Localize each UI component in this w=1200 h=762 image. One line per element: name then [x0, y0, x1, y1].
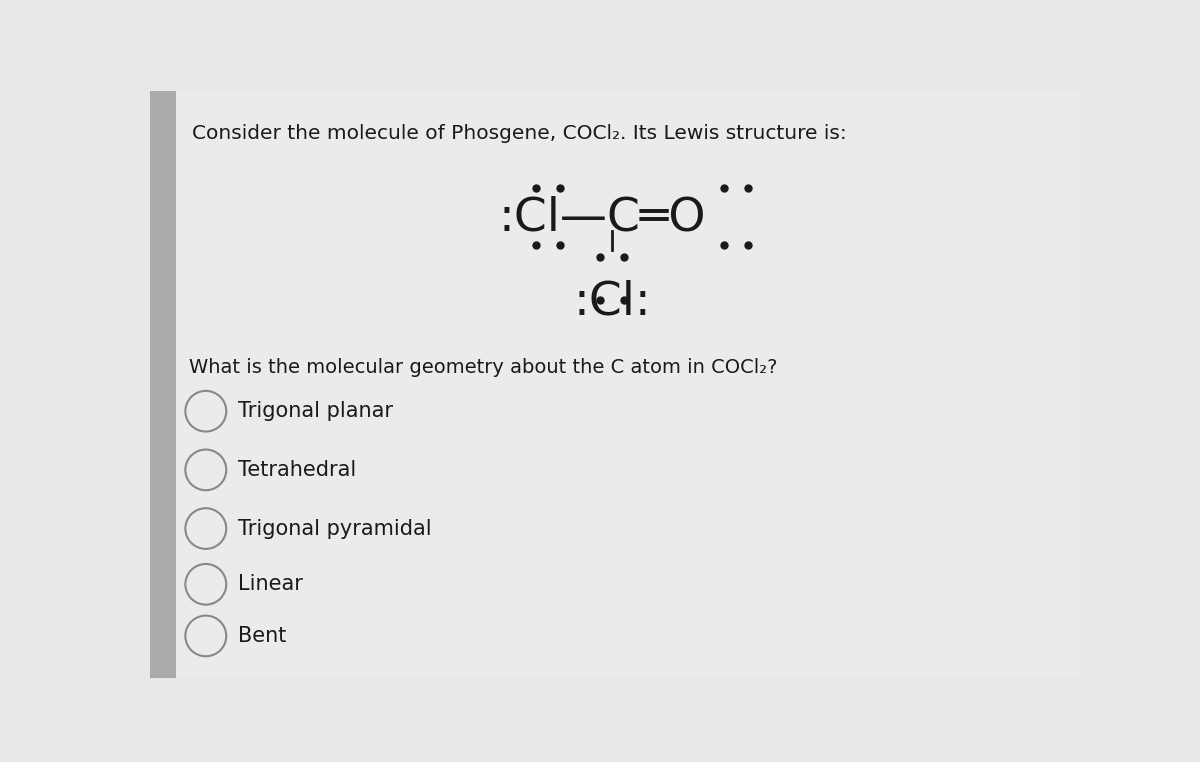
Text: :Cl:: :Cl:	[574, 279, 652, 324]
Text: :Cl—C═O: :Cl—C═O	[499, 195, 707, 240]
Text: What is the molecular geometry about the C atom in COCl₂?: What is the molecular geometry about the…	[190, 358, 778, 377]
Text: Tetrahedral: Tetrahedral	[239, 460, 356, 480]
Text: Trigonal planar: Trigonal planar	[239, 402, 394, 421]
Text: Trigonal pyramidal: Trigonal pyramidal	[239, 519, 432, 539]
FancyBboxPatch shape	[150, 91, 176, 678]
Text: Consider the molecule of Phosgene, COCl₂. Its Lewis structure is:: Consider the molecule of Phosgene, COCl₂…	[192, 123, 847, 142]
FancyBboxPatch shape	[176, 91, 1080, 678]
Text: Bent: Bent	[239, 626, 287, 646]
Text: Linear: Linear	[239, 575, 304, 594]
